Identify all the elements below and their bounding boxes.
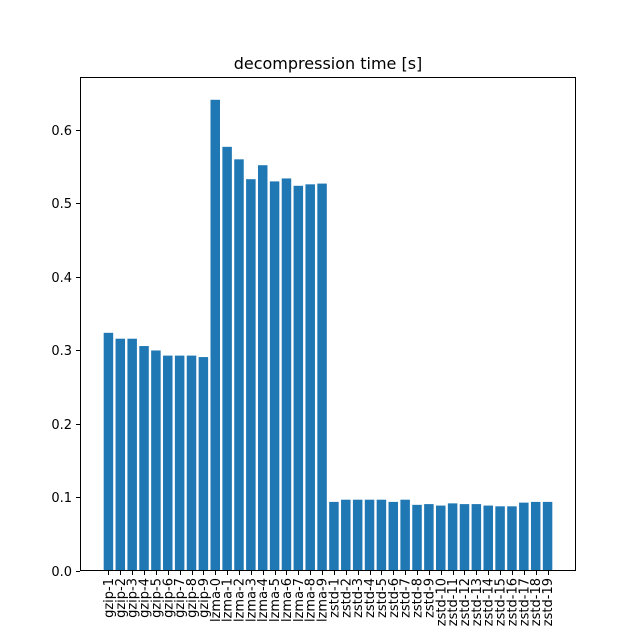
x-tick-label: lzma-4 — [256, 578, 271, 622]
bar-gzip-3 — [127, 338, 137, 571]
bar-lzma-5 — [269, 181, 280, 571]
x-tick-label: lzma-6 — [280, 578, 295, 622]
x-tick-label: zstd-17 — [517, 578, 532, 626]
y-tick-label: 0.6 — [51, 124, 72, 139]
bars-group — [103, 99, 553, 572]
x-tick-label: lzma-1 — [221, 578, 236, 622]
x-tick-label: zstd-18 — [529, 578, 544, 626]
x-tick-label: zstd-12 — [458, 578, 473, 626]
bar-lzma-6 — [281, 178, 292, 572]
x-tick-label: gzip-7 — [173, 578, 188, 618]
bar-gzip-7 — [174, 355, 185, 571]
x-tick-label: lzma-7 — [292, 578, 307, 622]
x-tick-label: gzip-4 — [138, 578, 153, 618]
bar-gzip-9 — [198, 357, 209, 571]
bar-zstd-9 — [424, 504, 434, 571]
x-tick-label: zstd-9 — [422, 578, 437, 618]
bar-zstd-10 — [436, 505, 446, 571]
x-tick-label: zstd-16 — [505, 578, 520, 626]
x-tick-label: zstd-13 — [470, 578, 485, 626]
bar-zstd-14 — [483, 505, 493, 571]
x-tick-label: lzma-8 — [304, 578, 319, 622]
y-axis: 0.0 0.1 0.2 0.3 0.4 0.5 0.6 — [51, 124, 80, 580]
x-tick-label: lzma-5 — [268, 578, 283, 622]
bar-zstd-1 — [329, 501, 339, 571]
bar-gzip-8 — [186, 355, 197, 571]
x-tick-label: gzip-6 — [161, 578, 176, 618]
bar-gzip-6 — [163, 355, 173, 571]
y-tick-label: 0.2 — [51, 418, 72, 433]
x-tick-label: lzma-3 — [244, 578, 259, 622]
chart-title: decompression time [s] — [234, 54, 423, 73]
x-tick-label: zstd-10 — [434, 578, 449, 626]
bar-lzma-0 — [210, 99, 220, 571]
bar-gzip-5 — [151, 350, 161, 571]
x-tick-label: zstd-5 — [375, 578, 390, 618]
bar-zstd-11 — [447, 503, 458, 571]
x-tick-label: lzma-0 — [209, 578, 224, 622]
bar-zstd-4 — [364, 499, 375, 571]
x-tick-label: zstd-4 — [363, 578, 378, 618]
x-tick-label: lzma-9 — [316, 578, 331, 622]
y-tick-label: 0.5 — [51, 197, 72, 212]
y-tick-label: 0.0 — [51, 565, 72, 580]
x-tick-label: zstd-7 — [399, 578, 414, 618]
x-tick-label: lzma-2 — [232, 578, 247, 622]
bar-lzma-3 — [246, 179, 256, 571]
bar-zstd-16 — [507, 506, 517, 571]
x-tick-label: zstd-15 — [494, 578, 509, 626]
bar-lzma-4 — [257, 165, 268, 571]
x-tick-label: zstd-11 — [446, 578, 461, 626]
bar-lzma-8 — [305, 184, 315, 571]
bar-lzma-9 — [317, 183, 327, 571]
bar-zstd-8 — [412, 504, 422, 571]
x-tick-label: zstd-3 — [351, 578, 366, 618]
x-tick-label: zstd-6 — [387, 578, 402, 618]
bar-gzip-1 — [103, 332, 114, 571]
bar-zstd-17 — [519, 502, 529, 571]
bar-lzma-1 — [222, 146, 232, 571]
bar-zstd-3 — [352, 499, 363, 571]
bar-lzma-7 — [293, 185, 304, 572]
bar-gzip-4 — [139, 346, 149, 571]
x-tick-label: zstd-19 — [541, 578, 556, 626]
bar-zstd-12 — [459, 504, 470, 571]
y-tick-label: 0.4 — [51, 271, 72, 286]
bar-zstd-2 — [341, 499, 351, 571]
x-tick-label: gzip-8 — [185, 578, 200, 618]
x-tick-label: zstd-2 — [339, 578, 354, 618]
x-tick-label: gzip-5 — [149, 578, 164, 618]
x-tick-label: zstd-1 — [327, 578, 342, 618]
bar-zstd-19 — [542, 501, 553, 571]
bar-gzip-2 — [115, 338, 126, 571]
x-tick-label: zstd-8 — [411, 578, 426, 618]
bar-zstd-5 — [376, 499, 387, 571]
x-tick-label: zstd-14 — [482, 578, 497, 626]
x-tick-label: gzip-3 — [126, 578, 141, 618]
x-tick-label: gzip-2 — [114, 578, 129, 618]
bar-zstd-18 — [530, 501, 541, 571]
y-tick-label: 0.3 — [51, 344, 72, 359]
bar-zstd-6 — [388, 501, 399, 571]
x-axis: gzip-1gzip-2gzip-3gzip-4gzip-5gzip-6gzip… — [102, 571, 556, 626]
bar-lzma-2 — [234, 159, 244, 572]
x-tick-label: gzip-1 — [102, 578, 117, 618]
bar-zstd-15 — [495, 506, 505, 571]
bar-zstd-13 — [471, 504, 482, 571]
bar-zstd-7 — [400, 499, 410, 571]
x-tick-label: gzip-9 — [197, 578, 212, 618]
y-tick-label: 0.1 — [51, 491, 72, 506]
plot-frame — [80, 77, 576, 571]
